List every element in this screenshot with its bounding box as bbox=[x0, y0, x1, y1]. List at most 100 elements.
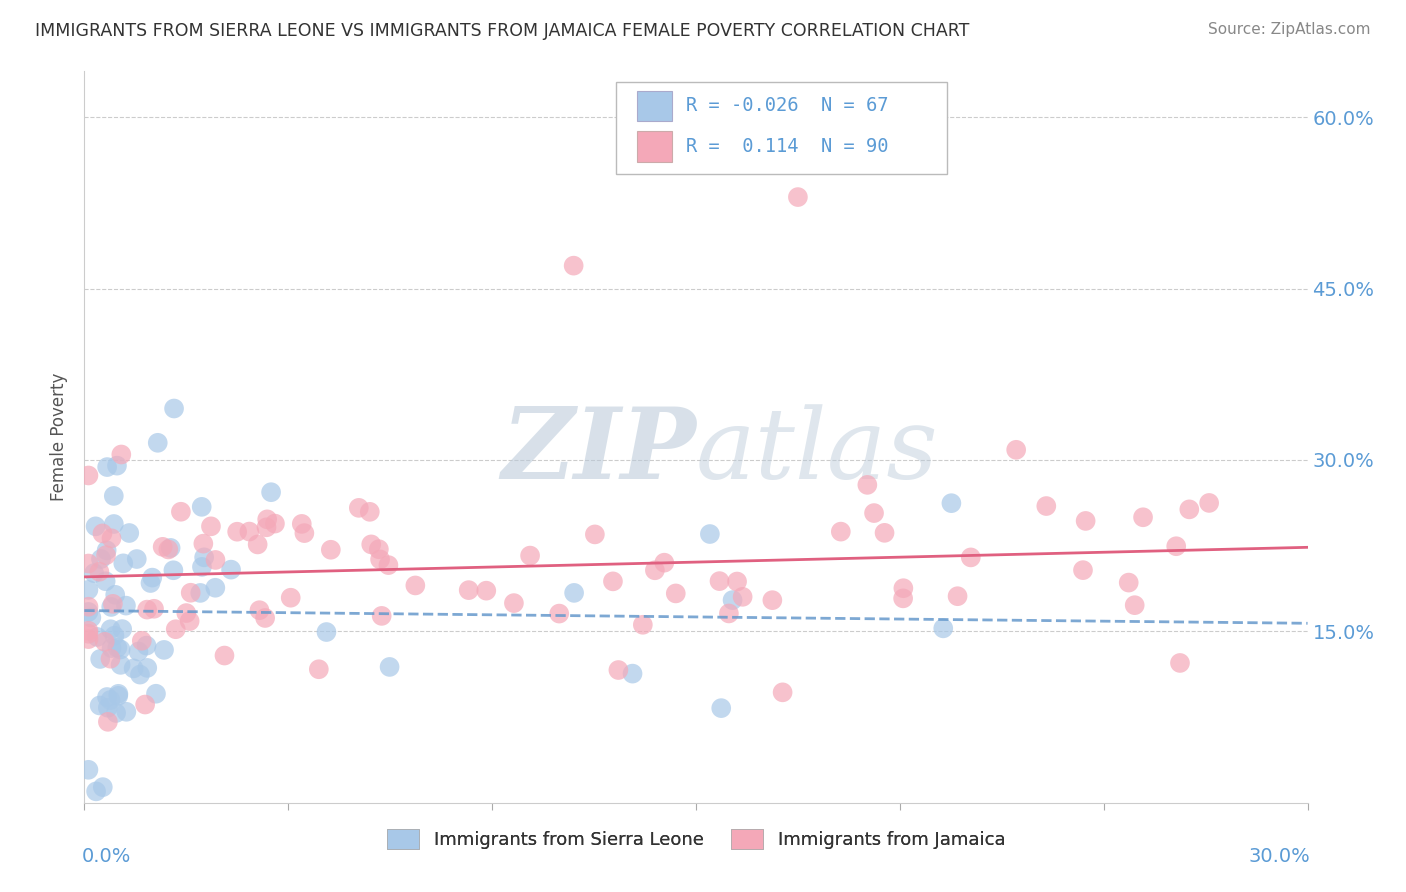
Point bbox=[204, 553, 226, 567]
Point bbox=[280, 591, 302, 605]
Point bbox=[146, 435, 169, 450]
Point bbox=[111, 622, 134, 636]
Point bbox=[129, 667, 152, 681]
Point bbox=[136, 602, 159, 616]
Point bbox=[602, 574, 624, 589]
Point bbox=[932, 621, 955, 635]
Point bbox=[1168, 656, 1191, 670]
Point bbox=[665, 586, 688, 600]
Point bbox=[644, 563, 666, 577]
Text: IMMIGRANTS FROM SIERRA LEONE VS IMMIGRANTS FROM JAMAICA FEMALE POVERTY CORRELATI: IMMIGRANTS FROM SIERRA LEONE VS IMMIGRAN… bbox=[35, 22, 970, 40]
Point bbox=[83, 566, 105, 581]
Point bbox=[110, 657, 132, 672]
Point bbox=[238, 524, 260, 539]
Point bbox=[787, 190, 810, 204]
Point bbox=[77, 624, 100, 638]
Point bbox=[122, 661, 145, 675]
Point bbox=[112, 557, 135, 571]
Point bbox=[873, 525, 896, 540]
Point bbox=[1074, 514, 1097, 528]
Point bbox=[159, 541, 181, 555]
Point bbox=[291, 516, 314, 531]
Point bbox=[127, 644, 149, 658]
Point bbox=[179, 614, 201, 628]
Point bbox=[315, 625, 337, 640]
Point bbox=[77, 626, 100, 640]
Point bbox=[89, 565, 111, 579]
Point bbox=[100, 622, 122, 636]
Point bbox=[360, 537, 382, 551]
Point bbox=[377, 558, 399, 573]
Point bbox=[761, 593, 783, 607]
FancyBboxPatch shape bbox=[637, 131, 672, 161]
Point bbox=[105, 640, 128, 655]
Point bbox=[145, 687, 167, 701]
Point bbox=[1005, 442, 1028, 457]
Point bbox=[103, 629, 125, 643]
Point bbox=[404, 578, 426, 592]
Point bbox=[1178, 502, 1201, 516]
Point bbox=[96, 690, 118, 704]
Point bbox=[77, 632, 100, 646]
Point bbox=[97, 700, 120, 714]
FancyBboxPatch shape bbox=[616, 82, 946, 174]
Point bbox=[143, 601, 166, 615]
Point bbox=[503, 596, 526, 610]
Point bbox=[190, 500, 212, 514]
Point bbox=[1071, 563, 1094, 577]
Point bbox=[115, 599, 138, 613]
Point bbox=[89, 652, 111, 666]
Text: R = -0.026  N = 67: R = -0.026 N = 67 bbox=[686, 96, 889, 115]
Point bbox=[856, 478, 879, 492]
Point bbox=[607, 663, 630, 677]
Point bbox=[891, 591, 914, 606]
Point bbox=[131, 633, 153, 648]
Point bbox=[200, 519, 222, 533]
Point bbox=[110, 448, 132, 462]
Text: #ccd8e8: #ccd8e8 bbox=[720, 450, 727, 451]
Point bbox=[772, 685, 794, 699]
Point bbox=[475, 583, 498, 598]
Point bbox=[94, 635, 117, 649]
Text: R =  0.114  N = 90: R = 0.114 N = 90 bbox=[686, 136, 889, 156]
Point bbox=[176, 606, 198, 620]
Point bbox=[100, 599, 122, 614]
Point bbox=[725, 574, 748, 589]
Point bbox=[193, 536, 215, 550]
Point bbox=[89, 698, 111, 713]
Point bbox=[717, 607, 740, 621]
Point bbox=[260, 485, 283, 500]
Point bbox=[1132, 510, 1154, 524]
Point bbox=[457, 583, 479, 598]
Point bbox=[319, 542, 342, 557]
Point bbox=[226, 524, 249, 539]
Point bbox=[139, 576, 162, 591]
Point bbox=[152, 540, 174, 554]
Point bbox=[101, 597, 124, 611]
Point bbox=[96, 543, 118, 558]
Text: 30.0%: 30.0% bbox=[1249, 847, 1310, 866]
Point bbox=[256, 512, 278, 526]
Point bbox=[115, 705, 138, 719]
Point bbox=[77, 557, 100, 571]
Point bbox=[191, 560, 214, 574]
Point bbox=[105, 458, 128, 473]
Point bbox=[125, 552, 148, 566]
Y-axis label: Female Poverty: Female Poverty bbox=[51, 373, 69, 501]
Point bbox=[134, 698, 156, 712]
Point bbox=[100, 531, 122, 545]
Point bbox=[110, 642, 132, 657]
Point bbox=[104, 588, 127, 602]
Point bbox=[97, 714, 120, 729]
Point bbox=[863, 506, 886, 520]
Text: Source: ZipAtlas.com: Source: ZipAtlas.com bbox=[1208, 22, 1371, 37]
Point bbox=[1166, 539, 1188, 553]
Point bbox=[80, 610, 103, 624]
Point bbox=[347, 500, 370, 515]
Point bbox=[249, 603, 271, 617]
Point bbox=[709, 574, 731, 588]
Point bbox=[136, 661, 159, 675]
Point bbox=[157, 542, 180, 557]
Point bbox=[118, 526, 141, 541]
Point bbox=[96, 460, 118, 475]
